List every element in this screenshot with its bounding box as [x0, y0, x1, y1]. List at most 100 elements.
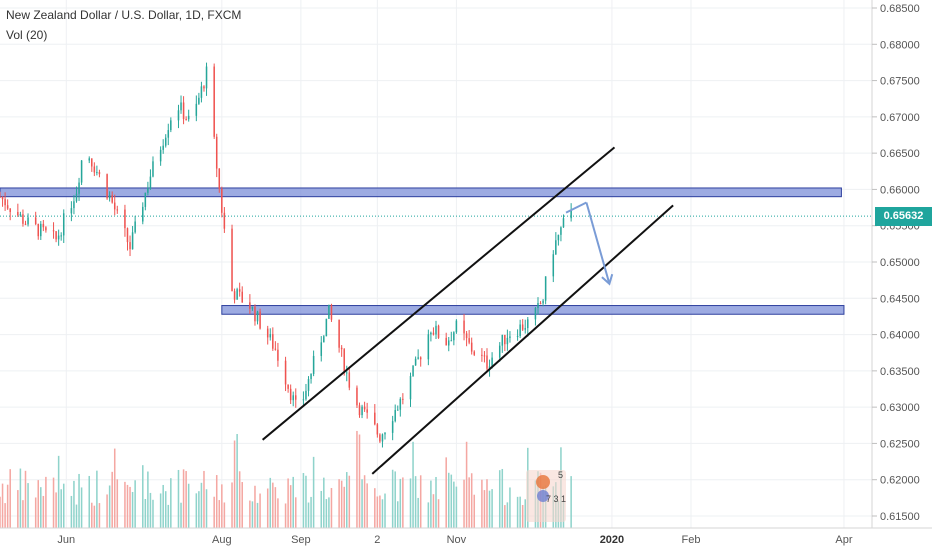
candle-body [519, 324, 521, 337]
volume-bar [432, 494, 435, 528]
y-tick-label: 0.66000 [880, 184, 920, 196]
volume-bar [481, 479, 483, 528]
candle-body [233, 291, 236, 300]
volume-bar [310, 496, 312, 528]
candle-body [399, 398, 402, 410]
volume-bar [435, 476, 437, 528]
volume-bar [218, 500, 221, 528]
candle-body [34, 217, 37, 224]
candle-body [450, 340, 453, 342]
volume-bar [45, 476, 47, 528]
volume-bar [116, 479, 119, 528]
candle-body [91, 158, 93, 167]
volume-bar [284, 503, 287, 528]
x-tick-label: Nov [447, 534, 467, 546]
volume-bar [506, 502, 509, 528]
candle-body [402, 398, 404, 400]
candle-body [200, 86, 203, 98]
candle-body [164, 137, 167, 146]
volume-bar [455, 486, 458, 528]
trend-channel-lines[interactable] [261, 146, 674, 475]
candle-body [180, 102, 182, 111]
volume-indicator-label[interactable]: Vol (20) [6, 28, 48, 42]
candle-body [504, 334, 506, 345]
volume-bar [251, 501, 254, 528]
volume-bar [259, 493, 261, 528]
price-axis[interactable]: 0.68500 0.68000 0.67500 0.67000 0.66500 0.660… [872, 3, 920, 523]
candle-body [340, 347, 343, 350]
candle-body [305, 390, 307, 400]
y-tick-label: 0.68500 [880, 3, 920, 15]
candle-body [241, 291, 243, 303]
volume-bar [328, 497, 330, 528]
time-axis[interactable]: Jun Aug Sep 2 Nov 2020 Feb Apr [57, 534, 852, 546]
volume-bar [142, 465, 144, 528]
volume-bar [504, 505, 506, 528]
y-tick-label: 0.61500 [880, 511, 920, 523]
volume-bar [231, 482, 233, 528]
candle-body [274, 348, 277, 350]
volume-bar [256, 502, 259, 528]
candle-body [527, 319, 529, 329]
candle-body [116, 209, 119, 211]
price-candles [0, 62, 872, 448]
candle-body [159, 149, 162, 162]
volume-bar [213, 496, 215, 528]
volume-bar [238, 471, 241, 528]
candle-body [19, 214, 22, 216]
x-tick-label: Feb [681, 534, 700, 546]
candle-body [170, 120, 172, 131]
volume-bar [419, 475, 422, 528]
volume-bar [445, 457, 447, 528]
candle-body [323, 336, 325, 343]
volume-bar [108, 485, 111, 528]
candle-body [182, 102, 185, 120]
candle-body [73, 201, 75, 209]
volume-bar [417, 497, 419, 528]
arrow-shaft [585, 202, 611, 285]
volume-bar [302, 473, 305, 528]
candle-body [427, 334, 430, 360]
candle-body [55, 231, 57, 240]
candle-body [177, 110, 180, 121]
candle-body [560, 227, 562, 235]
volume-bar [170, 478, 172, 528]
volume-bar [498, 470, 501, 528]
volume-bar [187, 483, 190, 528]
volume-bar [338, 479, 340, 528]
candle-body [463, 320, 465, 334]
volume-bar [40, 487, 42, 528]
candle-body [272, 334, 274, 349]
y-tick-label: 0.65000 [880, 257, 920, 269]
candle-body [552, 254, 555, 277]
candle-body [106, 174, 108, 199]
candle-body [287, 384, 289, 389]
volume-bar [60, 489, 62, 528]
candle-body [412, 365, 414, 377]
support-resistance-zones[interactable] [0, 187, 845, 315]
volume-bar [409, 478, 412, 528]
volume-bar [394, 471, 396, 528]
volume-bar [307, 502, 310, 528]
candle-body [185, 119, 187, 121]
volume-bar [144, 499, 147, 528]
volume-bar [396, 501, 399, 528]
volume-bar [379, 495, 381, 528]
volume-bar [348, 475, 351, 528]
x-tick-label: Apr [835, 534, 852, 546]
candle-body [539, 303, 542, 305]
volume-bar [358, 434, 361, 528]
volume-bar [152, 499, 154, 528]
candle-body [17, 212, 19, 216]
volume-bar [519, 496, 521, 528]
projection-arrow[interactable] [565, 201, 614, 286]
volume-bar [34, 497, 37, 528]
volume-bar [164, 491, 167, 528]
candle-body [488, 366, 491, 369]
candle-body [269, 334, 272, 338]
candle-body [430, 332, 432, 335]
volume-bar [241, 482, 243, 528]
candle-body [45, 227, 47, 231]
arrow-lead [565, 201, 587, 214]
